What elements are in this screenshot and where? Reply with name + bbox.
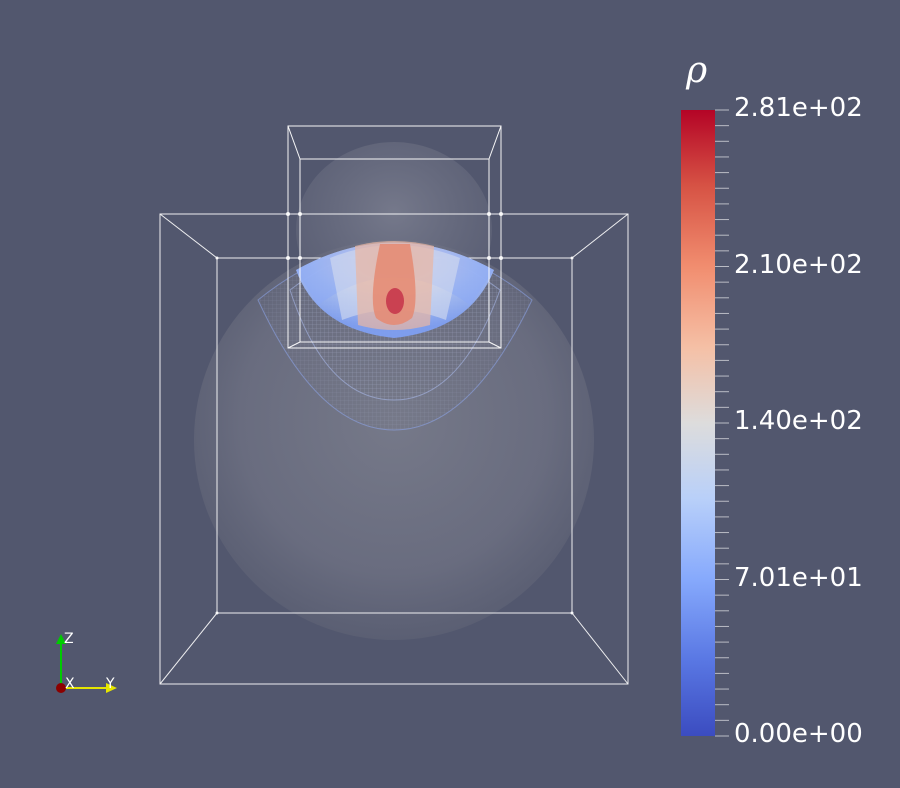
bowl-core-orange: [372, 244, 416, 325]
z-axis-label: Z: [64, 631, 74, 647]
colorbar-title: ρ: [686, 50, 708, 91]
colorbar-label-mid: 1.40e+02: [734, 406, 863, 436]
colorbar-gradient: [681, 110, 715, 736]
colorbar-label-min: 0.00e+00: [734, 719, 863, 749]
colorbar-label-max: 2.81e+02: [734, 93, 863, 123]
y-axis-arrow: [106, 683, 117, 693]
orientation-axes: [56, 634, 117, 693]
colorbar-label-lower: 7.01e+01: [734, 563, 863, 593]
box-junction-dots: [215, 212, 574, 615]
x-axis-dot: [56, 683, 66, 693]
x-axis-label: X: [65, 676, 75, 692]
colorbar-ticks: [715, 109, 729, 737]
inner-box-wireframe: [287, 125, 502, 349]
bowl-core-red: [386, 288, 404, 314]
y-axis-label: Y: [106, 676, 115, 692]
z-axis-arrow: [56, 634, 66, 644]
colorbar-label-upper: 2.10e+02: [734, 250, 863, 280]
